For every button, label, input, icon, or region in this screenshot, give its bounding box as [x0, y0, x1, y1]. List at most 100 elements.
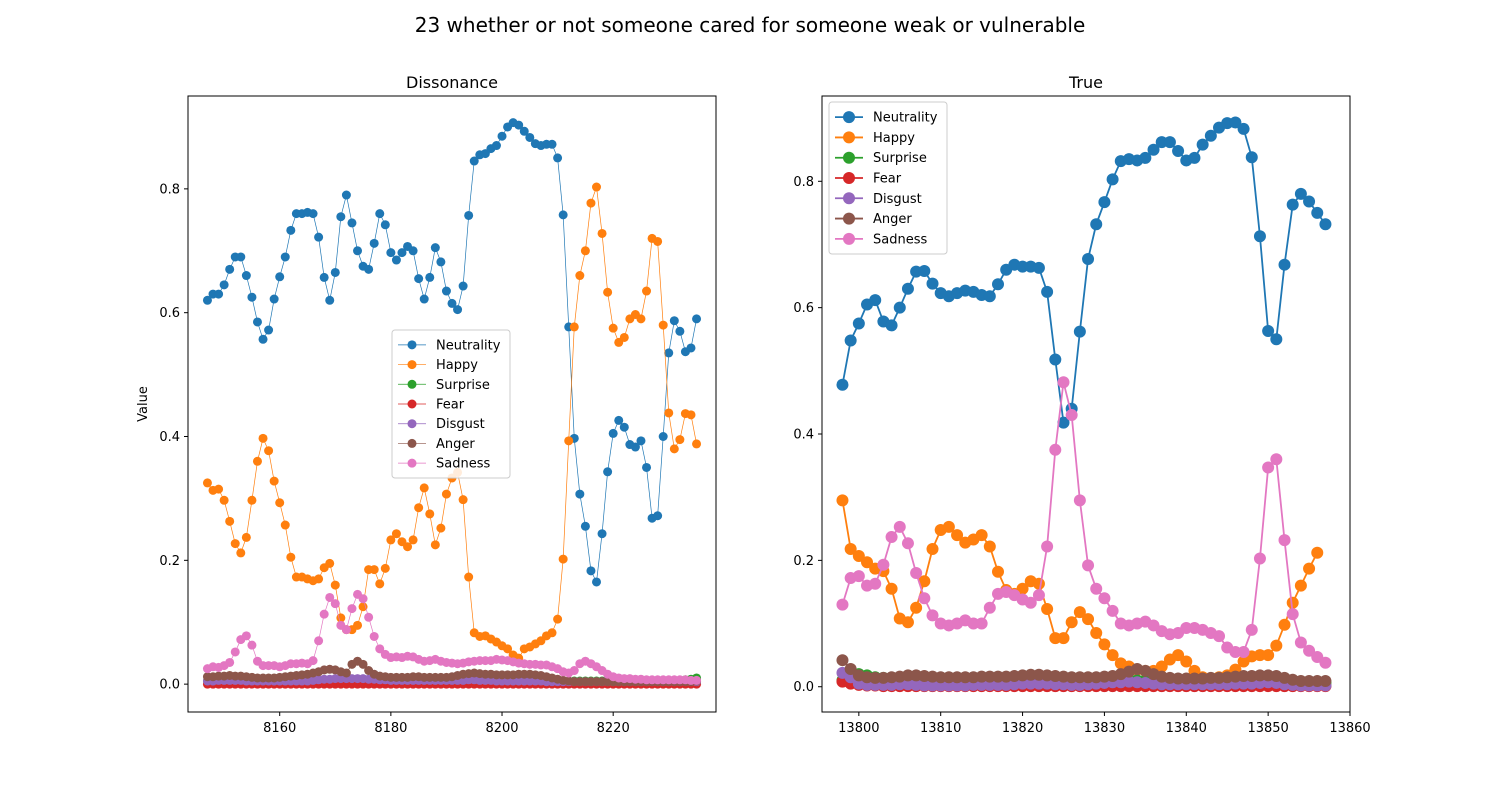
dissonance-legend-marker [407, 379, 417, 389]
dissonance-series-sadness-point [325, 592, 335, 602]
dissonance-legend-frame [391, 329, 511, 479]
dissonance-series-happy-point [597, 228, 607, 238]
dissonance-data [202, 118, 702, 689]
true-x-tick-label: 13850 [1247, 721, 1288, 736]
dissonance-series-happy-point [430, 540, 440, 550]
dissonance-series-neutrality-point [408, 246, 418, 256]
true-series-neutrality-point [1319, 218, 1332, 231]
true-series-happy-point [1057, 632, 1070, 645]
dissonance-series-sadness-point [308, 656, 318, 666]
dissonance-legend-label: Surprise [436, 378, 490, 393]
true-series-anger-point [836, 654, 849, 667]
true-series-neutrality-point [926, 277, 939, 290]
dissonance-series-happy-point [503, 644, 513, 654]
dissonance-series-happy-point [558, 554, 568, 564]
true-series-anger-point [1319, 675, 1332, 688]
true-series-sadness-point [836, 598, 849, 611]
true-series-happy-point [1032, 577, 1045, 590]
dissonance-series-happy-point [369, 565, 379, 575]
dissonance-series-happy-point [619, 332, 629, 342]
dissonance-series-neutrality-point [369, 238, 379, 248]
true-series-neutrality-point [1196, 138, 1209, 151]
true-series-sadness-point [1262, 461, 1275, 474]
panel-dissonance: Dissonance 8160 8180 8200 8220 0.0 0.2 0.4 0.6 0.… [136, 73, 717, 736]
dissonance-series-happy-point [592, 182, 602, 192]
true-series-neutrality-point [901, 282, 914, 295]
dissonance-series-neutrality-point [669, 316, 679, 326]
true-series-sadness-point [1082, 559, 1095, 572]
true-x-tick-label: 13810 [920, 721, 961, 736]
panel-true: True 13800 13810 13820 13830 13840 13850 13860 0… [793, 73, 1370, 736]
dissonance-series-happy-point [553, 614, 563, 624]
dissonance-series-neutrality-point [341, 190, 351, 200]
true-series-happy-point [1270, 639, 1283, 652]
dissonance-series-neutrality-point [558, 210, 568, 220]
dissonance-series-neutrality-point [280, 252, 290, 262]
dissonance-series-sadness-point [314, 636, 324, 646]
dissonance-series-happy-point [280, 520, 290, 530]
dissonance-series-neutrality-point [347, 218, 357, 228]
true-series-happy-point [1155, 660, 1168, 673]
dissonance-series-neutrality-point [469, 156, 479, 166]
true-series-sadness-point [1049, 443, 1062, 456]
dissonance-series-sadness-point [319, 609, 329, 619]
true-legend-label: Happy [873, 131, 915, 146]
dissonance-series-happy-point [375, 579, 385, 589]
true-series-neutrality-point [983, 290, 996, 303]
true-legend-label: Neutrality [873, 111, 938, 126]
dissonance-series-sadness-point [247, 640, 257, 650]
dissonance-series-neutrality-point [364, 264, 374, 274]
dissonance-series-anger-point [341, 668, 351, 678]
dissonance-x-tick-label: 8160 [263, 721, 296, 736]
dissonance-series-happy-point [436, 523, 446, 533]
dissonance-series-happy-point [269, 476, 279, 486]
true-series-neutrality-point [1188, 151, 1201, 164]
true-legend-item-disgust: Disgust [835, 192, 922, 207]
dissonance-series-happy-point [358, 602, 368, 612]
true-legend-item-fear: Fear [835, 172, 902, 187]
dissonance-series-neutrality-point [391, 255, 401, 265]
dissonance-legend-marker [407, 458, 417, 468]
dissonance-series-neutrality-point [414, 274, 424, 284]
dissonance-series-sadness-point [569, 666, 579, 676]
dissonance-series-happy-point [247, 495, 257, 505]
true-y-tick-label: 0.0 [793, 680, 814, 695]
dissonance-legend-marker [407, 419, 417, 429]
dissonance-series-neutrality-point [525, 132, 535, 142]
true-series-happy-point [942, 520, 955, 533]
dissonance-series-neutrality-point [658, 432, 668, 441]
true-series-neutrality-point [1106, 173, 1119, 186]
dissonance-series-sadness-point [330, 599, 340, 609]
dissonance-y-axis-label: Value [136, 386, 151, 422]
dissonance-series-neutrality-point [425, 272, 435, 282]
dissonance-legend-item-happy: Happy [398, 358, 478, 373]
true-legend-marker [843, 172, 855, 184]
true-series-sadness-point [1098, 592, 1111, 605]
true-series-neutrality-point [1278, 258, 1291, 271]
dissonance-series-neutrality-point [586, 566, 596, 576]
true-series-sadness-point [901, 537, 914, 550]
true-series-sadness-point [1057, 376, 1070, 389]
dissonance-series-happy-point [664, 408, 674, 418]
dissonance-series-neutrality-point [314, 232, 324, 242]
true-series-happy-point [885, 582, 898, 595]
true-series-happy-point [1311, 546, 1324, 559]
dissonance-y-tick-label: 0.8 [159, 182, 180, 197]
dissonance-series-neutrality-point [630, 442, 640, 452]
true-series-sadness-point [1245, 623, 1258, 636]
true-series-anger-point [844, 663, 857, 676]
dissonance-series-happy-point [286, 552, 296, 562]
dissonance-x-tick-label: 8220 [597, 721, 630, 736]
dissonance-series-happy-point [325, 558, 335, 568]
true-legend-label: Sadness [873, 232, 927, 247]
true-series-happy-point [1016, 582, 1029, 595]
dissonance-series-neutrality-point [464, 210, 474, 220]
dissonance-series-sadness-point [692, 675, 702, 685]
true-series-neutrality-point [1311, 206, 1324, 219]
dissonance-series-happy-point [386, 535, 396, 545]
true-series-sadness-point [1041, 540, 1054, 553]
true-series-neutrality-point [1172, 144, 1185, 157]
figure-suptitle: 23 whether or not someone cared for some… [415, 13, 1086, 37]
dissonance-series-sadness-point [358, 594, 368, 604]
